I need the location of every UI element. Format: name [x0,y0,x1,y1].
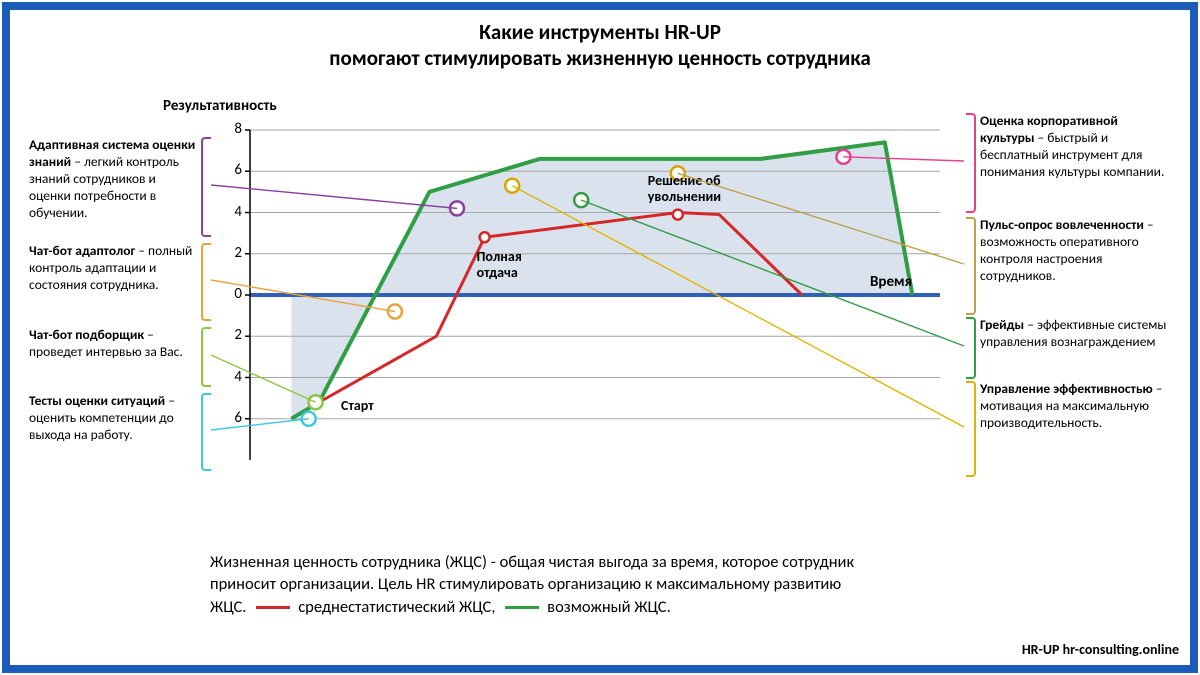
legend-swatch-red [256,606,290,609]
y-tick: 8 [212,120,242,138]
left-note-3: Тесты оценки ситуаций – оценить компетен… [29,393,197,444]
title-line-2: помогают стимулировать жизненную ценност… [329,45,871,71]
left-note-2: Чат-бот подборщик – проведет интервью за… [29,327,197,361]
y-axis-title: Результативность [163,97,277,115]
content-area: Какие инструменты HR-UP помогают стимули… [15,15,1185,660]
left-note-0: Адаптивная система оценки знаний – легки… [29,137,197,221]
left-brace-2 [201,327,211,387]
y-tick: 2 [212,244,242,262]
right-note-0: Оценка корпоративной культуры – быстрый … [980,113,1170,181]
right-note-1: Пульс-опрос вовлеченности – возможность … [980,217,1170,285]
right-brace-3 [966,381,976,477]
title-line-1: Какие инструменты HR-UP [479,19,721,45]
right-note-3: Управление эффективностью – мотивация на… [980,381,1170,432]
footer-credit: HR-UP hr-consulting.online [1022,641,1179,658]
legend-swatch-green [505,606,539,609]
right-brace-1 [966,217,976,315]
y-tick: 6 [212,161,242,179]
y-tick: 4 [212,203,242,221]
y-tick: 2 [212,326,242,344]
left-note-1: Чат-бот адаптолог – полный контроль адап… [29,243,197,294]
right-note-2: Грейды – эффективные системы управления … [980,317,1170,351]
left-brace-0 [201,137,211,237]
chart-inline-label: Старт [341,398,374,414]
chart-title: Какие инструменты HR-UP помогают стимули… [15,19,1185,72]
x-axis-title: Время [870,273,912,291]
right-brace-0 [966,113,976,213]
right-brace-2 [966,317,976,379]
y-tick: 6 [212,409,242,427]
y-tick: 0 [212,285,242,303]
y-tick: 4 [212,368,242,386]
chart-inline-label: Полнаяотдача [477,249,522,281]
bottom-description: Жизненная ценность сотрудника (ЖЦС) - об… [210,551,990,618]
left-brace-1 [201,243,211,321]
left-brace-3 [201,393,211,471]
chart-inline-label: Решение обувольнении [648,173,721,205]
